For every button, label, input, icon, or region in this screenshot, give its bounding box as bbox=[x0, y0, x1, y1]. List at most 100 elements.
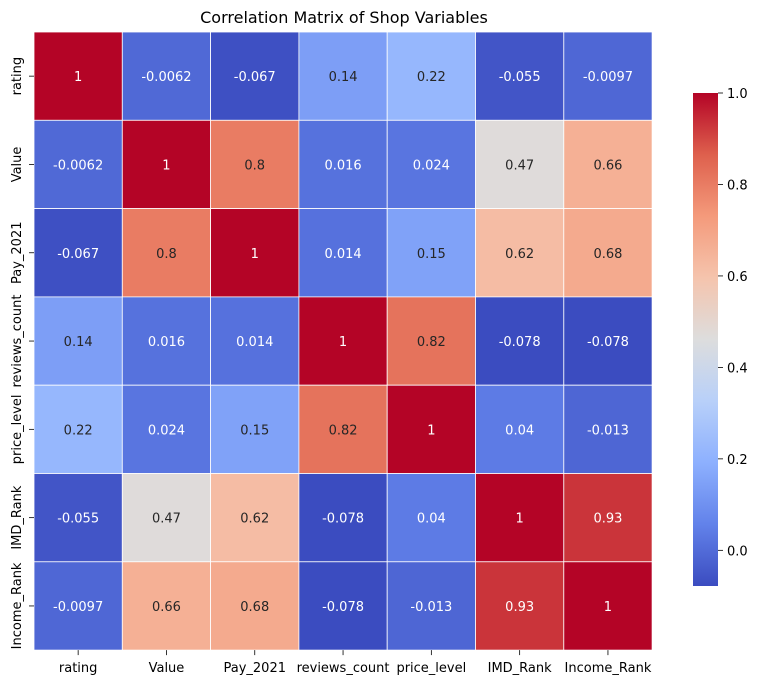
heatmap-cell-2-4 bbox=[386, 208, 476, 298]
colorbar-tick-label-2: 0.4 bbox=[727, 361, 748, 376]
cell-value-label-6-3: -0.078 bbox=[322, 600, 364, 615]
cell-value-label-5-3: -0.078 bbox=[322, 512, 364, 527]
heatmap-cell-5-0 bbox=[33, 473, 123, 563]
heatmap-cell-3-6 bbox=[563, 296, 653, 386]
y-axis: rating Value Pay_2021 reviews_count price_le… bbox=[10, 57, 34, 649]
colorbar-tick-label-1: 0.2 bbox=[727, 453, 748, 468]
cell-value-label-2-1: 0.8 bbox=[156, 247, 177, 262]
heatmap-cell-5-4 bbox=[386, 473, 476, 563]
cell-value-label-4-4: 1 bbox=[427, 423, 435, 438]
chart-title: Correlation Matrix of Shop Variables bbox=[200, 8, 488, 27]
heatmap-cell-0-4 bbox=[386, 31, 476, 121]
heatmap-cell-5-3 bbox=[298, 473, 388, 563]
cell-value-label-3-1: 0.016 bbox=[148, 335, 185, 350]
cell-value-label-3-4: 0.82 bbox=[417, 335, 446, 350]
heatmap-cell-6-5 bbox=[475, 561, 565, 651]
heatmap-cell-2-3 bbox=[298, 208, 388, 298]
heatmap-cells: 1 -0.0062 -0.067 0.14 0.22 -0.055 -0.0097 -0.00… bbox=[33, 31, 653, 651]
colorbar-tick-label-3: 0.6 bbox=[727, 270, 748, 285]
cell-value-label-2-3: 0.014 bbox=[324, 247, 361, 262]
cell-value-label-0-4: 0.22 bbox=[417, 70, 446, 85]
cell-value-label-3-2: 0.014 bbox=[236, 335, 273, 350]
cell-value-label-2-0: -0.067 bbox=[57, 247, 99, 262]
cell-value-label-2-5: 0.62 bbox=[505, 247, 534, 262]
y-tick-label-6: Income_Rank bbox=[10, 562, 25, 649]
y-tick-label-5: IMD_Rank bbox=[10, 485, 25, 550]
heatmap-cell-2-0 bbox=[33, 208, 123, 298]
cell-value-label-0-6: -0.0097 bbox=[583, 70, 633, 85]
y-tick-label-2: Pay_2021 bbox=[10, 222, 25, 285]
heatmap-cell-3-0 bbox=[33, 296, 123, 386]
heatmap-cell-1-4 bbox=[386, 119, 476, 210]
cell-value-label-0-1: -0.0062 bbox=[141, 70, 191, 85]
cell-value-label-4-5: 0.04 bbox=[505, 423, 534, 438]
colorbar-tick-label-4: 0.8 bbox=[727, 178, 748, 193]
y-tick-label-0: rating bbox=[10, 57, 25, 96]
heatmap-cell-5-2 bbox=[210, 473, 300, 563]
cell-value-label-6-5: 0.93 bbox=[505, 600, 534, 615]
x-tick-label-5: IMD_Rank bbox=[488, 661, 553, 676]
cell-value-label-6-2: 0.68 bbox=[240, 600, 269, 615]
cell-value-label-3-0: 0.14 bbox=[64, 335, 93, 350]
cell-value-label-0-5: -0.055 bbox=[499, 70, 541, 85]
x-tick-label-1: Value bbox=[149, 661, 185, 676]
heatmap-cell-5-6 bbox=[563, 473, 653, 563]
heatmap-cell-0-5 bbox=[475, 31, 565, 121]
y-tick-label-1: Value bbox=[10, 147, 25, 183]
x-tick-label-3: reviews_count bbox=[297, 661, 390, 676]
heatmap-cell-6-4 bbox=[386, 561, 476, 651]
heatmap-cell-0-1 bbox=[121, 31, 212, 121]
colorbar-gradient bbox=[693, 93, 718, 586]
cell-value-label-1-5: 0.47 bbox=[505, 158, 534, 173]
heatmap-cell-6-6 bbox=[563, 561, 653, 651]
x-tick-label-6: Income_Rank bbox=[565, 661, 652, 676]
heatmap-cell-4-6 bbox=[563, 384, 653, 474]
colorbar-tick-label-0: 0.0 bbox=[727, 544, 748, 559]
cell-value-label-2-2: 1 bbox=[251, 247, 259, 262]
cell-value-label-1-3: 0.016 bbox=[324, 158, 361, 173]
cell-value-label-1-2: 0.8 bbox=[244, 158, 265, 173]
cell-value-label-5-5: 1 bbox=[516, 512, 524, 527]
x-tick-label-0: rating bbox=[59, 661, 98, 676]
heatmap-cell-0-0 bbox=[33, 31, 123, 121]
heatmap-cell-3-3 bbox=[298, 296, 388, 386]
cell-value-label-5-2: 0.62 bbox=[240, 512, 269, 527]
cell-value-label-2-4: 0.15 bbox=[417, 247, 446, 262]
cell-value-label-4-2: 0.15 bbox=[240, 423, 269, 438]
cell-value-label-5-4: 0.04 bbox=[417, 512, 446, 527]
cell-value-label-1-1: 1 bbox=[162, 158, 170, 173]
heatmap-cell-4-0 bbox=[33, 384, 123, 474]
heatmap-cell-4-2 bbox=[210, 384, 300, 474]
cell-value-label-6-1: 0.66 bbox=[152, 600, 181, 615]
cell-value-label-0-2: -0.067 bbox=[234, 70, 276, 85]
heatmap-cell-2-6 bbox=[563, 208, 653, 298]
cell-value-label-2-6: 0.68 bbox=[593, 247, 622, 262]
cell-value-label-5-6: 0.93 bbox=[593, 512, 622, 527]
heatmap-cell-2-1 bbox=[121, 208, 212, 298]
colorbar: 0.0 0.2 0.4 0.6 0.8 1.0 bbox=[693, 87, 748, 586]
heatmap-cell-6-3 bbox=[298, 561, 388, 651]
cell-value-label-0-0: 1 bbox=[74, 70, 82, 85]
cell-value-label-4-6: -0.013 bbox=[587, 423, 629, 438]
cell-value-label-4-1: 0.024 bbox=[148, 423, 185, 438]
x-axis: rating Value Pay_2021 reviews_count price_le… bbox=[59, 650, 652, 676]
cell-value-label-1-0: -0.0062 bbox=[53, 158, 103, 173]
colorbar-tick-label-5: 1.0 bbox=[727, 87, 748, 102]
heatmap-cell-6-2 bbox=[210, 561, 300, 651]
cell-value-label-0-3: 0.14 bbox=[329, 70, 358, 85]
cell-value-label-1-4: 0.024 bbox=[413, 158, 450, 173]
heatmap-cell-0-3 bbox=[298, 31, 388, 121]
cell-value-label-3-3: 1 bbox=[339, 335, 347, 350]
cell-value-label-6-0: -0.0097 bbox=[53, 600, 103, 615]
heatmap-cell-1-0 bbox=[33, 119, 123, 210]
cell-value-label-5-1: 0.47 bbox=[152, 512, 181, 527]
cell-value-label-3-6: -0.078 bbox=[587, 335, 629, 350]
heatmap-cell-2-2 bbox=[210, 208, 300, 298]
heatmap-cell-1-6 bbox=[563, 119, 653, 210]
x-tick-label-2: Pay_2021 bbox=[224, 661, 287, 676]
heatmap-cell-6-0 bbox=[33, 561, 123, 651]
x-tick-label-4: price_level bbox=[396, 661, 466, 676]
cell-value-label-6-6: 1 bbox=[604, 600, 612, 615]
